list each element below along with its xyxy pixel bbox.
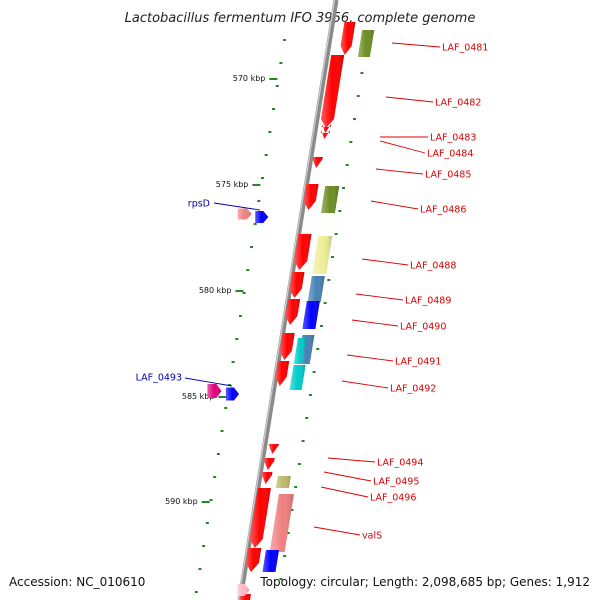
gene-feature [262, 472, 273, 484]
gene-label-laf-0490[interactable]: LAF_0490 [400, 322, 446, 333]
gene-label-laf-0492[interactable]: LAF_0492 [390, 384, 436, 395]
gene-label-laf-0481[interactable]: LAF_0481 [442, 43, 488, 54]
gene-label-rpsd[interactable]: rpsD [188, 199, 210, 210]
gene-label-laf-0491[interactable]: LAF_0491 [395, 357, 441, 368]
gene-feature [279, 333, 295, 360]
label-leader-line [391, 42, 441, 48]
gene-feature [320, 55, 345, 128]
kbp-label: 590 kbp [165, 497, 198, 506]
gene-label-laf-0493[interactable]: LAF_0493 [136, 373, 182, 384]
label-leader-line [320, 486, 369, 498]
gene-label-laf-0485[interactable]: LAF_0485 [425, 170, 471, 181]
gene-label-laf-0486[interactable]: LAF_0486 [420, 205, 466, 216]
map-title: Lactobacillus fermentum IFO 3956, comple… [125, 11, 476, 26]
gene-feature [307, 276, 325, 302]
gene-feature [275, 476, 291, 488]
gene-label-laf-0483[interactable]: LAF_0483 [430, 133, 476, 144]
label-leader-line [351, 319, 399, 327]
genome-backbone [237, 0, 339, 600]
accession-text: Accession: NC_010610 [9, 575, 145, 589]
gene-feature [275, 361, 290, 386]
gene-feature [225, 387, 239, 401]
gene-label-vals[interactable]: valS [362, 531, 382, 542]
gene-feature [293, 338, 306, 364]
kbp-label: 580 kbp [199, 286, 232, 295]
kbp-scale: 570 kbp 575 kbp 580 kbp 585 kbp 590 kbp [165, 74, 278, 506]
gene-feature [289, 365, 306, 390]
label-leader-line [184, 377, 233, 387]
gene-feature [303, 184, 319, 210]
gene-label-laf-0488[interactable]: LAF_0488 [410, 261, 456, 272]
gene-feature [249, 488, 271, 548]
label-leader-line [346, 354, 394, 362]
label-leader-line [379, 140, 426, 154]
label-leader-line [375, 168, 424, 175]
gene-feature [285, 299, 301, 325]
label-leader-line [341, 380, 389, 389]
kbp-label: 585 kbp [182, 392, 215, 401]
gene-label-laf-0495[interactable]: LAF_0495 [373, 477, 419, 488]
label-leaders [184, 42, 441, 536]
topology-text: Topology: circular; Length: 2,098,685 bp… [259, 575, 590, 589]
gene-feature [340, 22, 356, 55]
label-leader-line [370, 200, 419, 210]
gene-feature [321, 124, 332, 133]
gene-feature [320, 130, 331, 139]
gene-feature [294, 234, 312, 270]
gene-feature [312, 157, 323, 168]
label-leader-line [361, 258, 409, 266]
gene-label-laf-0489[interactable]: LAF_0489 [405, 296, 451, 307]
kbp-label: 570 kbp [233, 74, 266, 83]
gene-feature [237, 584, 250, 596]
label-leader-line [313, 526, 361, 536]
gene-label-laf-0482[interactable]: LAF_0482 [435, 98, 481, 109]
gene-labels: LAF_0481 LAF_0482 LAF_0483 LAF_0484 LAF_0485… [136, 43, 489, 542]
label-leader-line [327, 457, 376, 463]
gene-feature [269, 494, 294, 552]
gene-feature [320, 186, 340, 213]
gene-feature [207, 384, 222, 398]
gene-label-laf-0496[interactable]: LAF_0496 [370, 493, 416, 504]
gene-feature [357, 30, 375, 57]
gene-feature [264, 458, 275, 470]
gene-feature [245, 548, 262, 572]
gene-feature [262, 550, 279, 572]
gene-features [207, 22, 375, 600]
label-leader-line [385, 96, 434, 103]
label-leader-line [323, 471, 372, 482]
gene-label-laf-0484[interactable]: LAF_0484 [427, 149, 473, 160]
gene-feature [289, 272, 305, 298]
label-leader-line [213, 202, 261, 211]
gene-feature [237, 208, 252, 220]
tick-marks [194, 39, 368, 593]
gene-feature [268, 444, 279, 454]
label-leader-line [355, 293, 404, 301]
gene-feature [312, 236, 333, 274]
gene-feature [255, 211, 269, 223]
kbp-label: 575 kbp [216, 180, 249, 189]
gene-label-laf-0494[interactable]: LAF_0494 [377, 458, 423, 469]
gene-feature [302, 301, 320, 329]
